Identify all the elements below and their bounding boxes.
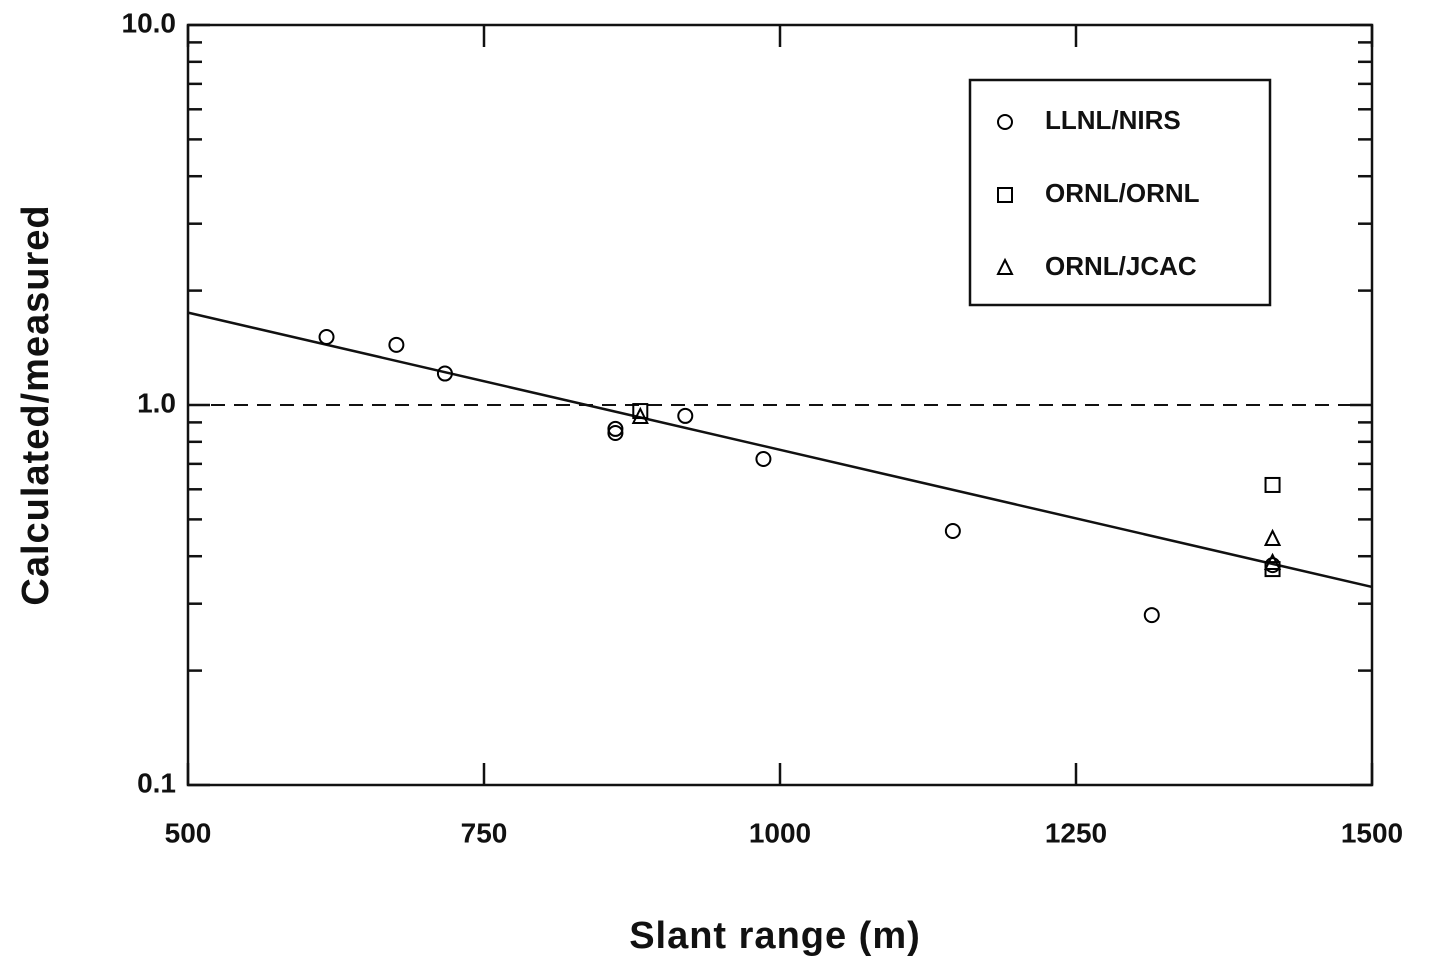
marker — [1263, 552, 1282, 570]
legend-marker — [997, 187, 1013, 203]
marker — [677, 407, 694, 424]
marker — [436, 365, 453, 382]
x-tick-label: 500 — [165, 817, 212, 848]
y-axis-title: Calculated/measured — [15, 204, 57, 605]
legend-marker — [996, 257, 1014, 275]
marker — [318, 328, 335, 345]
legend-marker — [997, 114, 1013, 130]
x-tick-label: 750 — [461, 817, 508, 848]
fit-line — [187, 311, 1373, 589]
legend-box — [968, 78, 1272, 307]
legend-label: ORNL/JCAC — [1045, 251, 1197, 281]
x-tick-label: 1000 — [749, 817, 811, 848]
marker — [632, 403, 649, 420]
legend-label: ORNL/ORNL — [1045, 178, 1200, 208]
marker — [1264, 476, 1281, 493]
marker — [1263, 528, 1282, 546]
x-tick-label: 1250 — [1045, 817, 1107, 848]
marker — [755, 450, 772, 467]
marker — [944, 523, 961, 540]
x-axis-title: Slant range (m) — [629, 915, 921, 957]
marker — [607, 420, 624, 437]
legend-label: LLNL/NIRS — [1045, 105, 1181, 135]
y-tick-label: 1.0 — [137, 387, 176, 418]
marker — [388, 336, 405, 353]
marker — [1143, 607, 1160, 624]
marker — [607, 424, 624, 441]
marker — [631, 406, 649, 424]
y-tick-label: 10.0 — [122, 7, 177, 38]
x-tick-label: 1500 — [1341, 817, 1403, 848]
y-tick-label: 0.1 — [137, 767, 176, 798]
